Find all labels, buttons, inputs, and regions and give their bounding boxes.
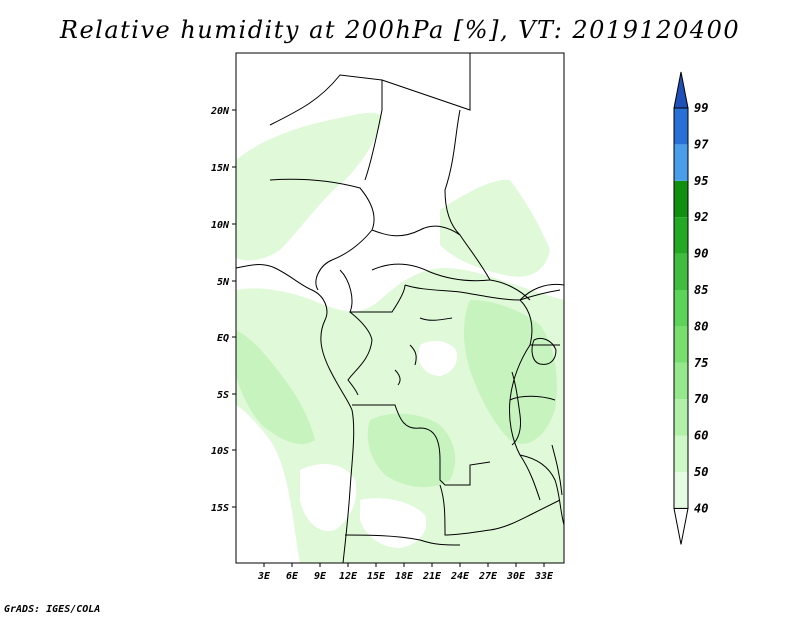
lake-tanganyika [511,371,521,446]
colorbar-segments [673,71,689,545]
lat-label-10n: 10N [211,220,230,231]
border-chad-sudan [381,53,491,281]
colorbar-outline [673,107,689,509]
dry-patch-1 [418,340,458,376]
humidity-region-north-central [440,179,550,277]
lake-victoria [531,337,557,365]
lon-label-24e: 24E [450,571,470,582]
lake-malawi [551,444,563,496]
colorbar-label-92: 92 [694,210,708,224]
colorbar-segment-below-40 [673,507,689,545]
colorbar-segment-50-60 [674,435,688,472]
coastline-west-africa [236,264,355,563]
footer-credit: GrADS: IGES/COLA [4,604,101,615]
colorbar-segment-95-97 [674,144,688,181]
lon-label-9e: 9E [314,571,327,582]
colorbar-segment-70-75 [674,362,688,400]
colorbar-segment-75-80 [674,326,688,363]
lon-label-3e: 3E [257,571,271,582]
colorbar-segment-80-85 [674,290,688,327]
colorbar-label-80: 80 [694,319,708,333]
colorbar-label-85: 85 [694,283,708,297]
lon-label-18e: 18E [395,571,414,582]
lat-label-15s: 15S [211,503,229,514]
colorbar-segment-92-95 [674,180,688,218]
lon-label-12e: 12E [339,571,358,582]
colorbar-segment-above-99 [673,71,689,109]
humidity-region-denser-3 [367,413,456,488]
lat-label-20n: 20N [210,106,230,117]
border-south-sudan [489,279,564,301]
humidity-region-denser-2 [236,330,315,445]
humidity-region-denser-1 [464,300,557,444]
map-frame [235,52,565,564]
lon-label-21e: 21E [422,571,442,582]
colorbar-segment-90-92 [674,217,688,254]
border-namibia [344,534,461,546]
dry-patch-2 [300,464,357,531]
colorbar-label-99: 99 [694,101,708,115]
border-congo [347,311,373,396]
border-zambia [439,484,561,536]
colorbar-labels: 40 50 60 70 75 80 85 90 92 95 97 99 [694,101,709,515]
colorbar-label-70: 70 [694,392,708,406]
lat-label-10s: 10S [211,446,229,457]
humidity-region-sahel [236,112,382,261]
country-borders [236,53,564,563]
border-niger-chad [269,74,383,181]
border-east-africa [509,289,561,401]
colorbar-segment-40-50 [674,472,688,509]
colorbar-label-60: 60 [694,429,708,443]
lat-label-eq: EQ [217,333,229,344]
lat-label-5s: 5S [217,390,229,401]
border-cameroon [339,269,406,313]
lat-label-5n: 5N [217,277,230,288]
longitude-axis: 3E 6E 9E 12E 15E 18E 21E 24E 27E 30E 33E [257,563,554,582]
border-car [371,225,491,282]
latitude-axis: 20N 15N 10N 5N EQ 5S 10S 15S [210,106,236,514]
lon-label-15e: 15E [367,571,386,582]
colorbar-label-90: 90 [694,247,708,261]
page-title: Relative humidity at 200hPa [%], VT: 201… [59,16,741,44]
border-tanzania [519,454,564,526]
colorbar-segment-85-90 [674,253,688,290]
colorbar-label-95: 95 [694,174,708,188]
colorbar-segment-97-99 [674,108,688,145]
lat-label-15n: 15N [211,163,230,174]
colorbar-label-97: 97 [694,137,709,151]
colorbar-label-40: 40 [694,501,708,515]
lon-label-33e: 33E [534,571,554,582]
colorbar-label-75: 75 [694,356,708,370]
lon-label-6e: 6E [286,571,299,582]
congo-river [394,317,453,386]
border-angola [352,404,491,486]
humidity-field [236,112,564,563]
lon-label-27e: 27E [478,571,498,582]
colorbar: 40 50 60 70 75 80 85 90 92 95 97 99 [673,71,709,545]
lon-label-30e: 30E [506,571,526,582]
colorbar-label-50: 50 [694,465,708,479]
colorbar-segment-60-70 [674,399,688,436]
